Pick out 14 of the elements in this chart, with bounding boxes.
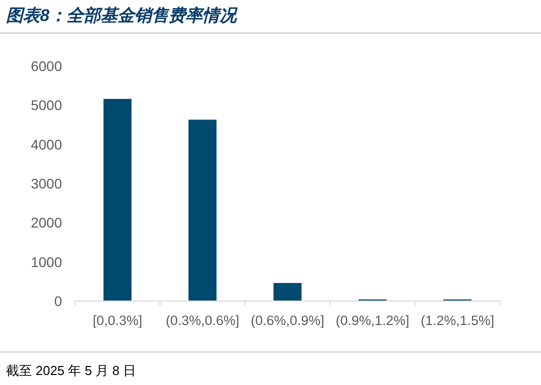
y-tick-label: 2000 [30, 214, 62, 231]
title: 图表8：全部基金销售费率情况 [6, 6, 236, 25]
y-tick-label: 4000 [30, 136, 62, 152]
x-tick-label: (0.3%,0.6%] [166, 313, 240, 328]
x-tick-label: (0.9%,1.2%] [336, 313, 410, 328]
y-tick-label: 0 [54, 293, 62, 309]
x-tick-label: [0,0.3%] [92, 313, 142, 328]
y-tick-label: 1000 [30, 254, 62, 270]
text: 截至 2025 年 5 月 8 日 [6, 363, 136, 378]
x-tick-label: (1.2%,1.5%] [420, 313, 494, 328]
y-tick-label: 3000 [30, 176, 62, 192]
y-tick-label: 5000 [30, 97, 62, 114]
y-tick-label: 6000 [30, 58, 62, 74]
x-tick-label: (0.6%,0.9%] [250, 313, 324, 328]
